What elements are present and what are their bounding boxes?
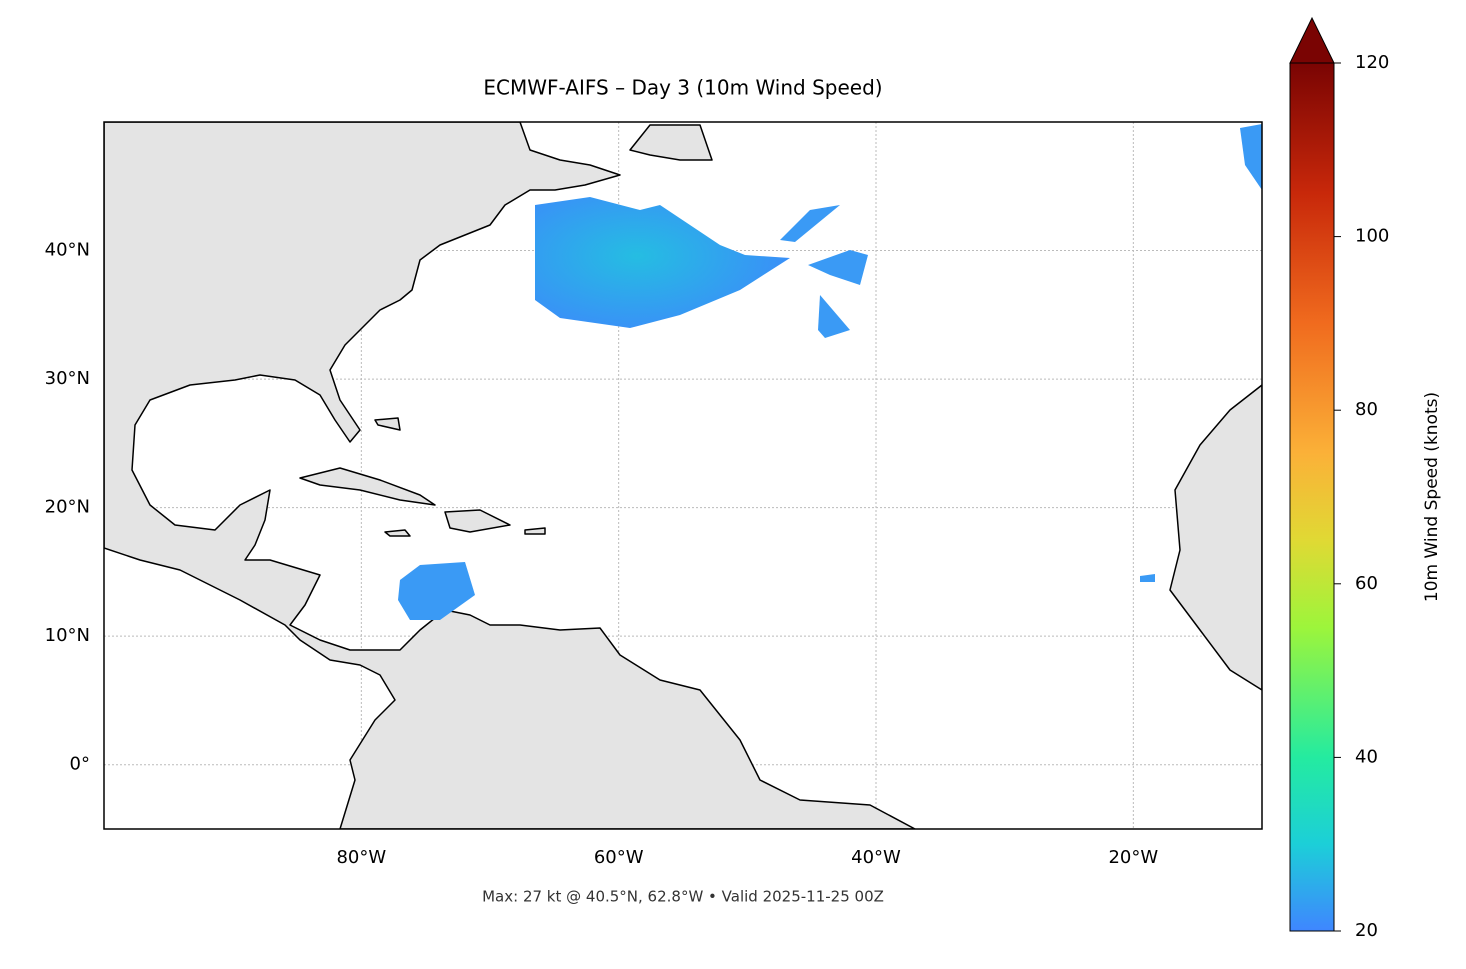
africa	[1169, 384, 1262, 691]
y-tick-label: 30°N	[45, 368, 90, 389]
wind-area	[780, 205, 840, 242]
y-tick-label: 20°N	[45, 497, 90, 518]
footer: Max: 27 kt @ 40.5°N, 62.8°W • Valid 2025…	[482, 888, 884, 906]
newfoundland	[629, 124, 713, 161]
x-tick-label: 20°W	[1108, 847, 1158, 868]
colorbar-tick-label: 120	[1355, 52, 1389, 73]
hispaniola	[444, 509, 511, 533]
jamaica	[384, 529, 411, 537]
wind-area	[808, 250, 868, 285]
colorbar-label: 10m Wind Speed (knots)	[1422, 392, 1442, 602]
colorbar-tick-label: 20	[1355, 920, 1378, 941]
wind-area	[818, 295, 850, 338]
x-tick-label: 60°W	[594, 847, 644, 868]
colorbar-tick-label: 100	[1355, 226, 1389, 247]
bahamas	[374, 417, 401, 431]
title: ECMWF-AIFS – Day 3 (10m Wind Speed)	[483, 76, 882, 100]
y-tick-label: 0°	[70, 754, 90, 775]
y-tick-label: 40°N	[45, 240, 90, 261]
colorbar-tick-label: 40	[1355, 746, 1378, 767]
colorbar-tick-label: 60	[1355, 573, 1378, 594]
y-tick-label: 10°N	[45, 625, 90, 646]
map-frame	[103, 121, 1263, 830]
puerto-rico	[524, 527, 546, 535]
x-tick-label: 40°W	[851, 847, 901, 868]
colorbar-tick-label: 80	[1355, 399, 1378, 420]
colorbar-extend	[1289, 16, 1335, 64]
wind-area	[398, 562, 475, 620]
wind-area	[1240, 124, 1262, 190]
wind-area	[1140, 574, 1155, 582]
x-tick-label: 80°W	[336, 847, 386, 868]
map	[104, 122, 1262, 829]
cuba	[299, 467, 436, 506]
wind-area	[535, 197, 790, 328]
americas	[104, 122, 916, 829]
colorbar	[1289, 62, 1335, 932]
